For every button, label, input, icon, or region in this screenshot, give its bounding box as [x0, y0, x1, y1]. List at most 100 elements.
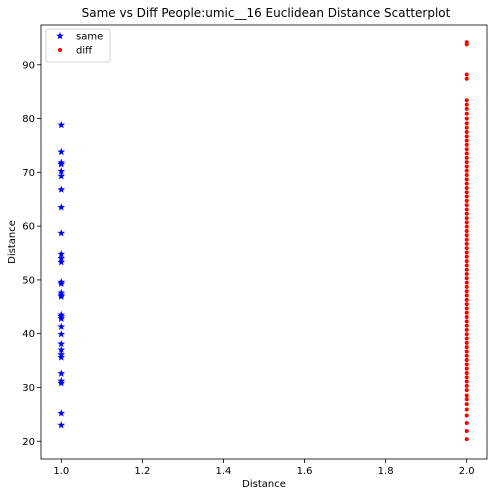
y-tick-label: 50: [22, 275, 35, 286]
data-point-diff: [465, 130, 469, 134]
data-point-diff: [465, 152, 469, 156]
data-point-diff: [465, 354, 469, 358]
data-point-diff: [465, 126, 469, 130]
y-tick-label: 20: [22, 437, 35, 448]
data-point-diff: [465, 238, 469, 242]
data-point-diff: [465, 203, 469, 207]
x-tick-label: 1.8: [378, 466, 394, 477]
data-point-diff: [465, 259, 469, 263]
data-point-diff: [465, 147, 469, 151]
data-point-same: [57, 280, 65, 287]
data-point-diff: [465, 250, 469, 254]
data-point-diff: [465, 207, 469, 211]
data-point-same: [57, 203, 65, 210]
data-point-diff: [465, 117, 469, 121]
y-tick-label: 70: [22, 168, 35, 179]
legend: same diff: [46, 29, 110, 62]
data-point-same: [57, 353, 65, 360]
x-tick-label: 1.0: [53, 466, 69, 477]
data-point-same: [57, 323, 65, 330]
x-tick-label: 1.4: [216, 466, 232, 477]
data-point-diff: [465, 112, 469, 116]
data-point-same: [57, 186, 65, 193]
data-point-diff: [465, 319, 469, 323]
x-tick-label: 2.0: [459, 466, 475, 477]
data-point-same: [57, 148, 65, 155]
data-point-diff: [465, 402, 469, 406]
data-point-diff: [465, 77, 469, 81]
data-point-diff: [465, 225, 469, 229]
data-point-diff: [465, 182, 469, 186]
data-point-same: [57, 369, 65, 376]
data-point-diff: [465, 195, 469, 199]
x-tick-label: 1.2: [134, 466, 150, 477]
data-point-diff: [465, 285, 469, 289]
data-point-diff: [465, 337, 469, 341]
y-tick-label: 90: [22, 60, 35, 71]
data-point-same: [57, 421, 65, 428]
data-point-diff: [465, 169, 469, 173]
data-point-diff: [465, 220, 469, 224]
data-point-same: [57, 258, 65, 265]
data-point-same: [57, 330, 65, 337]
data-point-diff: [465, 294, 469, 298]
legend-label-diff: diff: [76, 46, 93, 57]
data-point-diff: [465, 190, 469, 194]
data-point-diff: [465, 134, 469, 138]
plot-area: [41, 25, 487, 459]
data-point-diff: [465, 371, 469, 375]
data-point-diff: [465, 156, 469, 160]
data-point-diff: [465, 276, 469, 280]
data-point-diff: [465, 107, 469, 111]
data-point-diff: [465, 332, 469, 336]
legend-marker-diff: [58, 48, 62, 52]
data-point-diff: [465, 311, 469, 315]
data-point-diff: [465, 341, 469, 345]
data-point-diff: [465, 408, 469, 412]
data-point-diff: [465, 98, 469, 102]
data-point-diff: [465, 384, 469, 388]
data-point-diff: [465, 349, 469, 353]
data-point-diff: [465, 268, 469, 272]
data-point-diff: [465, 380, 469, 384]
data-point-diff: [465, 160, 469, 164]
data-point-diff: [465, 413, 469, 417]
data-point-diff: [465, 437, 469, 441]
data-point-same: [57, 293, 65, 300]
data-point-diff: [465, 272, 469, 276]
data-point-same: [57, 160, 65, 167]
data-point-diff: [465, 345, 469, 349]
data-point-same: [57, 121, 65, 128]
legend-label-same: same: [76, 32, 103, 43]
data-point-diff: [465, 173, 469, 177]
data-point-diff: [465, 186, 469, 190]
data-point-diff: [465, 429, 469, 433]
data-point-diff: [465, 388, 469, 392]
y-axis-label: Distance: [7, 220, 18, 264]
data-point-same: [57, 409, 65, 416]
y-tick-label: 40: [22, 329, 35, 340]
data-point-diff: [465, 324, 469, 328]
data-point-diff: [465, 212, 469, 216]
y-axis-ticks: 2030405060708090: [22, 60, 41, 447]
plot-frame: [41, 25, 487, 459]
data-point-diff: [465, 367, 469, 371]
data-point-diff: [465, 233, 469, 237]
data-point-diff: [465, 394, 469, 398]
data-point-diff: [465, 121, 469, 125]
data-point-diff: [465, 72, 469, 76]
y-tick-label: 60: [22, 222, 35, 233]
data-point-diff: [465, 143, 469, 147]
x-axis-label: Distance: [242, 479, 286, 490]
data-point-diff: [465, 42, 469, 46]
x-tick-label: 1.6: [297, 466, 313, 477]
y-tick-label: 30: [22, 383, 35, 394]
data-point-diff: [465, 358, 469, 362]
data-point-diff: [465, 216, 469, 220]
data-point-diff: [465, 328, 469, 332]
data-point-diff: [465, 263, 469, 267]
x-axis-ticks: 1.0 1.2 1.4 1.6 1.8 2.0: [53, 459, 474, 477]
data-point-same: [57, 172, 65, 179]
data-point-diff: [465, 362, 469, 366]
